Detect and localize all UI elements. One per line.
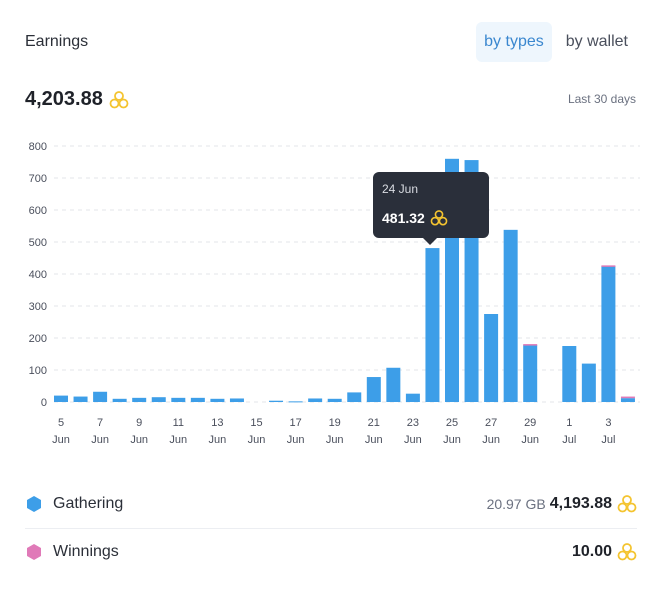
bar-winnings: [620, 396, 635, 399]
view-tabs: by types by wallet: [470, 22, 636, 62]
y-tick-label: 500: [29, 237, 47, 249]
x-tick-label: 5: [58, 417, 64, 429]
hexagon-icon: [27, 544, 41, 560]
honeycomb-coin-icon: [430, 210, 448, 226]
bar-gathering: [190, 397, 205, 402]
bar-gathering: [366, 377, 381, 402]
x-tick-label: 23: [407, 417, 419, 429]
legend-data-size: 20.97 GB: [486, 496, 546, 512]
bar-gathering: [151, 397, 166, 402]
total-value: 4,203.88: [25, 88, 103, 110]
x-tick-label: 9: [136, 417, 142, 429]
card-title: Earnings: [25, 33, 89, 50]
x-tick-label: 25: [446, 417, 458, 429]
bar-gathering: [73, 396, 88, 402]
bar-gathering: [503, 229, 518, 402]
tab-by-wallet[interactable]: by wallet: [565, 33, 628, 50]
legend-winnings: Winnings 10.00: [25, 528, 637, 576]
x-tick-label: Jun: [52, 434, 70, 446]
x-tick-label: 13: [211, 417, 223, 429]
bar-gathering: [601, 266, 616, 402]
bar-gathering: [210, 398, 225, 402]
y-tick-label: 600: [29, 205, 47, 217]
bar-gathering: [347, 392, 362, 402]
x-tick-label: Jul: [601, 434, 615, 446]
bar-gathering: [562, 346, 577, 402]
x-tick-label: 21: [368, 417, 380, 429]
bar-gathering: [54, 395, 68, 402]
x-tick-label: 1: [566, 417, 572, 429]
x-tick-label: 17: [289, 417, 301, 429]
bar-gathering: [112, 398, 127, 402]
x-tick-label: Jun: [404, 434, 422, 446]
tooltip-value-row: 481.32: [382, 210, 448, 226]
bar-gathering: [405, 393, 420, 402]
earnings-bar-chart: 0 100 200 300 400 500 600 700 800 5 Jun 7 Jun 9 Jun 11 J…: [29, 141, 640, 446]
bar-gathering: [425, 248, 440, 402]
x-tick-label: 11: [173, 417, 184, 429]
bar-gathering: [269, 400, 284, 402]
tooltip-date: 24 Jun: [382, 182, 419, 196]
bar-gathering: [484, 314, 499, 402]
x-tick-label: 3: [605, 417, 611, 429]
legend-label: Winnings: [53, 543, 119, 560]
x-tick-label: Jun: [209, 434, 227, 446]
x-tick-label: Jun: [326, 434, 344, 446]
tooltip-value: 481.32: [382, 210, 425, 226]
x-tick-label: 15: [250, 417, 262, 429]
honeycomb-coin-icon: [109, 90, 129, 108]
legend-gathering: Gathering 20.97 GB 4,193.88: [25, 480, 637, 529]
bar-gathering: [523, 345, 538, 402]
x-tick-label: Jun: [365, 434, 383, 446]
legend-label: Gathering: [53, 495, 124, 512]
bar-gathering: [386, 367, 401, 402]
legend-values: 20.97 GB 4,193.88: [487, 495, 637, 513]
honeycomb-coin-icon: [617, 543, 637, 561]
y-tick-label: 0: [41, 397, 47, 409]
y-tick-label: 800: [29, 141, 47, 153]
legend-value: 4,193.88: [549, 495, 612, 512]
x-tick-label: 7: [97, 417, 103, 429]
hexagon-icon: [27, 496, 41, 512]
bar-gathering: [581, 363, 596, 402]
bar-gathering: [93, 391, 108, 402]
x-tick-label: Jun: [443, 434, 461, 446]
total-earnings: 4,203.88: [25, 88, 129, 111]
legend-values: 10.00: [572, 543, 637, 561]
x-tick-label: Jun: [91, 434, 109, 446]
bar-gathering: [229, 398, 244, 402]
x-tick-label: Jun: [130, 434, 148, 446]
tab-by-types[interactable]: by types: [476, 22, 552, 62]
y-tick-label: 300: [29, 301, 47, 313]
y-tick-label: 400: [29, 269, 47, 281]
bar-gathering: [327, 398, 342, 402]
bar-gathering: [132, 397, 147, 402]
chart-tooltip: 24 Jun 481.32: [373, 172, 489, 245]
legend-value: 10.00: [571, 543, 612, 560]
x-tick-label: 19: [329, 417, 341, 429]
y-tick-label: 200: [29, 333, 47, 345]
period-label: Last 30 days: [567, 92, 636, 106]
x-tick-label: Jun: [287, 434, 305, 446]
x-tick-label: Jun: [248, 434, 266, 446]
x-tick-label: Jun: [482, 434, 500, 446]
bar-winnings: [523, 344, 538, 346]
x-tick-label: 29: [524, 417, 536, 429]
bar-winnings: [601, 265, 616, 267]
x-tick-label: Jul: [562, 434, 576, 446]
bar-gathering: [308, 398, 323, 402]
bar-gathering: [620, 398, 635, 402]
bar-gathering: [288, 401, 303, 403]
bar-gathering: [171, 397, 186, 402]
x-tick-label: Jun: [169, 434, 187, 446]
y-tick-label: 700: [29, 173, 47, 185]
y-tick-label: 100: [29, 365, 47, 377]
honeycomb-coin-icon: [617, 495, 637, 513]
x-tick-label: 27: [485, 417, 497, 429]
x-tick-label: Jun: [521, 434, 539, 446]
